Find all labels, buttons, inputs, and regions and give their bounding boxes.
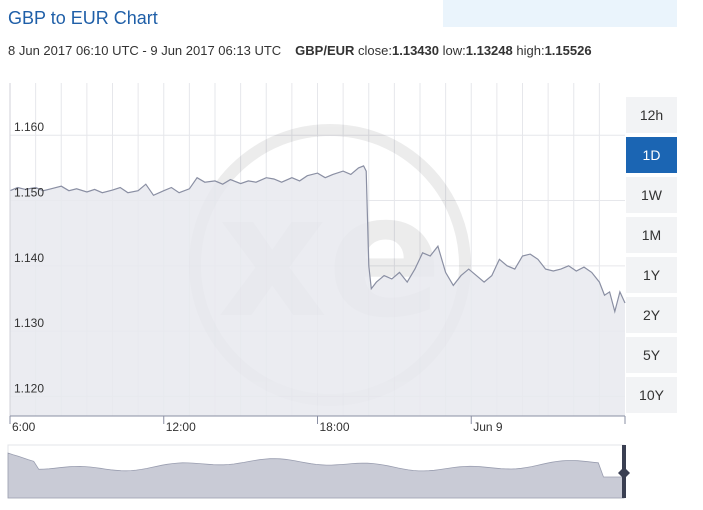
x-tick-label: 6:00 bbox=[12, 420, 36, 434]
navigator-grip-icon bbox=[618, 467, 630, 479]
y-tick-label: 1.120 bbox=[14, 381, 44, 395]
high-value: 1.15526 bbox=[544, 43, 592, 58]
series-area bbox=[10, 165, 625, 416]
x-tick-label: 12:00 bbox=[166, 420, 196, 434]
date-range: 8 Jun 2017 06:10 UTC - 9 Jun 2017 06:13 … bbox=[8, 43, 282, 58]
low-value: 1.13248 bbox=[465, 43, 513, 58]
navigator-area bbox=[7, 452, 625, 499]
close-value: 1.13430 bbox=[392, 43, 439, 58]
close-label: close: bbox=[358, 43, 392, 58]
currency-pair: GBP/EUR bbox=[295, 43, 355, 58]
range-button-1w[interactable]: 1W bbox=[626, 177, 677, 213]
range-button-1m[interactable]: 1M bbox=[626, 217, 677, 253]
x-tick-label: 18:00 bbox=[320, 420, 350, 434]
series-line bbox=[9, 165, 626, 314]
chart-info-bar: 8 Jun 2017 06:10 UTC - 9 Jun 2017 06:13 … bbox=[8, 43, 592, 58]
x-tick-label: Jun 9 bbox=[473, 420, 503, 434]
range-navigator[interactable] bbox=[0, 440, 640, 500]
title-panel bbox=[443, 0, 677, 27]
range-button-1y[interactable]: 1Y bbox=[626, 257, 677, 293]
range-button-12h[interactable]: 12h bbox=[626, 97, 677, 133]
range-button-5y[interactable]: 5Y bbox=[626, 337, 677, 373]
y-tick-label: 1.130 bbox=[14, 316, 44, 330]
range-button-1d[interactable]: 1D bbox=[626, 137, 677, 173]
range-button-10y[interactable]: 10Y bbox=[626, 377, 677, 413]
range-button-2y[interactable]: 2Y bbox=[626, 297, 677, 333]
y-tick-label: 1.160 bbox=[14, 120, 44, 134]
y-tick-label: 1.140 bbox=[14, 251, 44, 265]
high-label: high: bbox=[516, 43, 545, 58]
low-label: low: bbox=[442, 43, 466, 58]
range-selector: 12h 1D 1W 1M 1Y 2Y 5Y 10Y bbox=[626, 97, 677, 417]
page-title: GBP to EUR Chart bbox=[8, 8, 158, 28]
price-chart[interactable]: xe1.1201.1301.1401.1501.1606:0012:0018:0… bbox=[0, 80, 626, 442]
y-tick-label: 1.150 bbox=[14, 186, 44, 200]
